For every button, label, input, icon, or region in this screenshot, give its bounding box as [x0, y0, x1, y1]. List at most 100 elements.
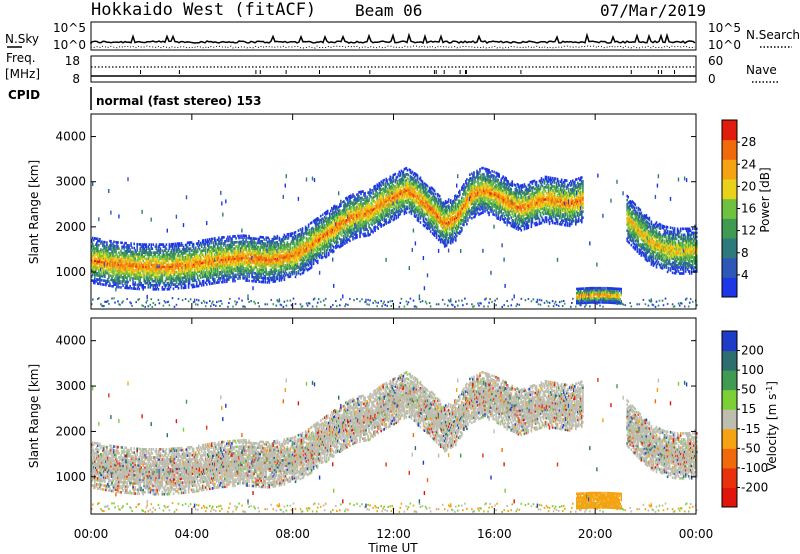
power-cell: [278, 271, 281, 274]
power-cell: [368, 233, 370, 237]
power-cell: [160, 279, 163, 283]
power-cell: [257, 253, 259, 257]
power-cell: [240, 269, 242, 272]
power-cell: [110, 242, 112, 245]
power-cell: [350, 200, 352, 204]
power-cell: [229, 255, 231, 259]
power-cell: [105, 253, 107, 256]
power-cell: [178, 242, 181, 245]
power-cell: [369, 194, 371, 198]
power-cell: [358, 195, 360, 198]
power-cell: [353, 194, 355, 198]
power-cell: [232, 255, 234, 259]
power-cell: [214, 271, 216, 275]
power-cell: [91, 258, 93, 262]
power-cell: [123, 278, 125, 281]
power-cell: [106, 300, 108, 303]
power-cell: [382, 189, 384, 193]
power-cell: [308, 232, 311, 236]
power-cell: [197, 299, 200, 302]
power-cell: [132, 266, 134, 270]
power-cell: [200, 301, 203, 304]
power-cell: [316, 301, 319, 304]
power-cell: [330, 215, 332, 219]
power-cell: [359, 233, 361, 236]
power-cell: [343, 220, 345, 224]
power-cell: [292, 254, 295, 257]
power-cell: [272, 245, 275, 249]
power-cell: [318, 229, 321, 233]
power-cell: [300, 241, 303, 245]
power-cell: [102, 269, 104, 272]
power-cell: [307, 256, 310, 259]
power-cell: [386, 199, 388, 203]
power-cell: [163, 255, 166, 259]
power-cell: [314, 224, 317, 228]
power-cell: [184, 251, 187, 255]
power-cell: [269, 260, 272, 264]
power-cell: [235, 267, 237, 270]
power-cell: [101, 250, 103, 254]
power-cell: [209, 242, 211, 245]
power-cell: [158, 249, 161, 252]
power-cell: [211, 272, 213, 275]
power-cell: [121, 301, 123, 304]
power-cell: [219, 264, 221, 268]
power-cell: [185, 272, 188, 275]
power-cell: [128, 266, 130, 270]
power-cell: [151, 269, 154, 273]
power-cell: [175, 258, 178, 262]
power-cell: [163, 300, 166, 302]
power-cell: [247, 259, 249, 262]
power-cell: [216, 263, 218, 266]
power-cell: [380, 225, 382, 228]
power-cell: [360, 202, 362, 206]
power-cell: [128, 262, 130, 266]
power-cell: [237, 266, 239, 271]
power-cell: [220, 252, 222, 256]
power-cell: [242, 238, 244, 241]
power-cell: [348, 211, 350, 215]
power-cell: [216, 248, 218, 252]
power-cell: [194, 264, 197, 268]
power-cell: [268, 238, 271, 241]
power-cell: [122, 259, 124, 263]
power-cell: [142, 288, 144, 291]
power-cell: [122, 284, 124, 287]
power-cell: [112, 262, 114, 266]
power-cell: [299, 248, 302, 252]
power-cell: [121, 276, 123, 279]
power-cell: [352, 238, 354, 241]
power-cell: [265, 248, 267, 252]
power-cell: [239, 267, 241, 270]
power-cell: [203, 267, 206, 270]
power-cell: [173, 252, 176, 256]
power-cell: [210, 264, 212, 267]
power-cell: [382, 199, 384, 203]
power-cell: [332, 228, 334, 232]
power-cell: [320, 256, 323, 260]
power-cell: [366, 213, 368, 217]
power-cell: [395, 210, 398, 214]
power-cell: [326, 226, 329, 229]
power-cell: [272, 253, 275, 257]
power-cell: [107, 299, 109, 302]
power-cell: [132, 270, 134, 274]
power-cell: [189, 269, 192, 273]
power-cell: [122, 268, 124, 271]
power-cell: [302, 236, 305, 240]
power-cell: [98, 243, 100, 247]
power-cell: [121, 253, 123, 257]
power-cell: [109, 239, 111, 243]
power-cell: [197, 270, 200, 274]
power-cell: [115, 251, 117, 254]
power-cell: [247, 294, 249, 299]
power-cell: [245, 236, 247, 240]
power-cell: [279, 252, 282, 256]
power-cell: [100, 264, 102, 268]
power-cell: [198, 270, 201, 273]
power-cell: [343, 208, 345, 211]
power-cell: [264, 274, 266, 278]
power-cell: [247, 244, 249, 248]
